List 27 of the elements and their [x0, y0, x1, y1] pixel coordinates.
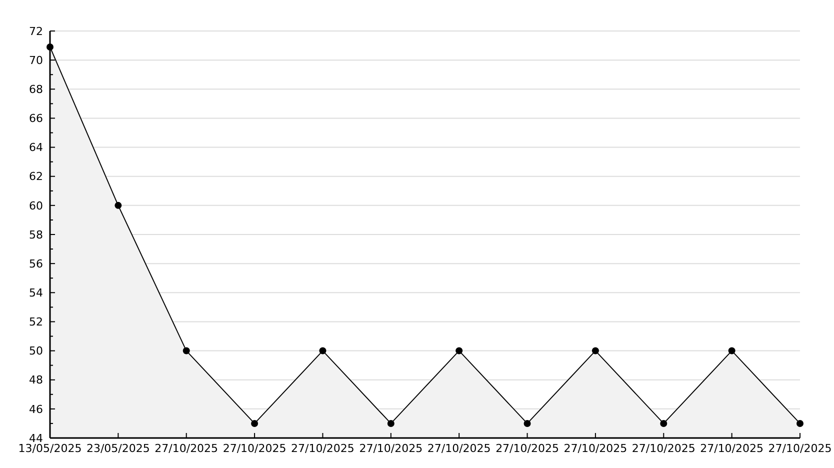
y-tick-label: 64 — [29, 141, 43, 154]
y-tick-label: 70 — [29, 54, 43, 67]
x-tick-label: 27/10/2025 — [564, 442, 628, 455]
y-tick-label: 58 — [29, 228, 43, 242]
x-tick-label: 27/10/2025 — [700, 442, 764, 455]
y-tick-label: 66 — [29, 112, 43, 126]
y-tick-label: 44 — [29, 432, 43, 445]
y-tick-label: 46 — [29, 402, 43, 416]
y-tick-label: 68 — [29, 82, 43, 96]
x-tick-label: 27/10/2025 — [768, 442, 832, 455]
x-tick-label: 27/10/2025 — [496, 442, 559, 455]
x-tick-label: 27/10/2025 — [291, 442, 354, 455]
y-tick-label: 54 — [29, 286, 43, 300]
y-tick-label: 50 — [29, 344, 43, 358]
x-tick-label: 27/10/2025 — [359, 442, 423, 455]
y-tick-label: 52 — [29, 316, 43, 329]
y-tick-label: 62 — [29, 170, 43, 184]
x-tick-label: 27/10/2025 — [154, 442, 218, 455]
x-tick-label: 13/05/2025 — [18, 442, 82, 455]
y-tick-label: 56 — [29, 257, 43, 270]
x-tick-label: 27/10/2025 — [632, 442, 696, 455]
x-tick-label: 23/05/2025 — [86, 442, 150, 455]
y-tick-label: 60 — [29, 199, 43, 212]
y-tick-label: 72 — [29, 24, 43, 38]
x-tick-label: 27/10/2025 — [427, 442, 491, 455]
x-tick-label: 27/10/2025 — [222, 442, 286, 455]
y-tick-label: 48 — [29, 374, 43, 387]
